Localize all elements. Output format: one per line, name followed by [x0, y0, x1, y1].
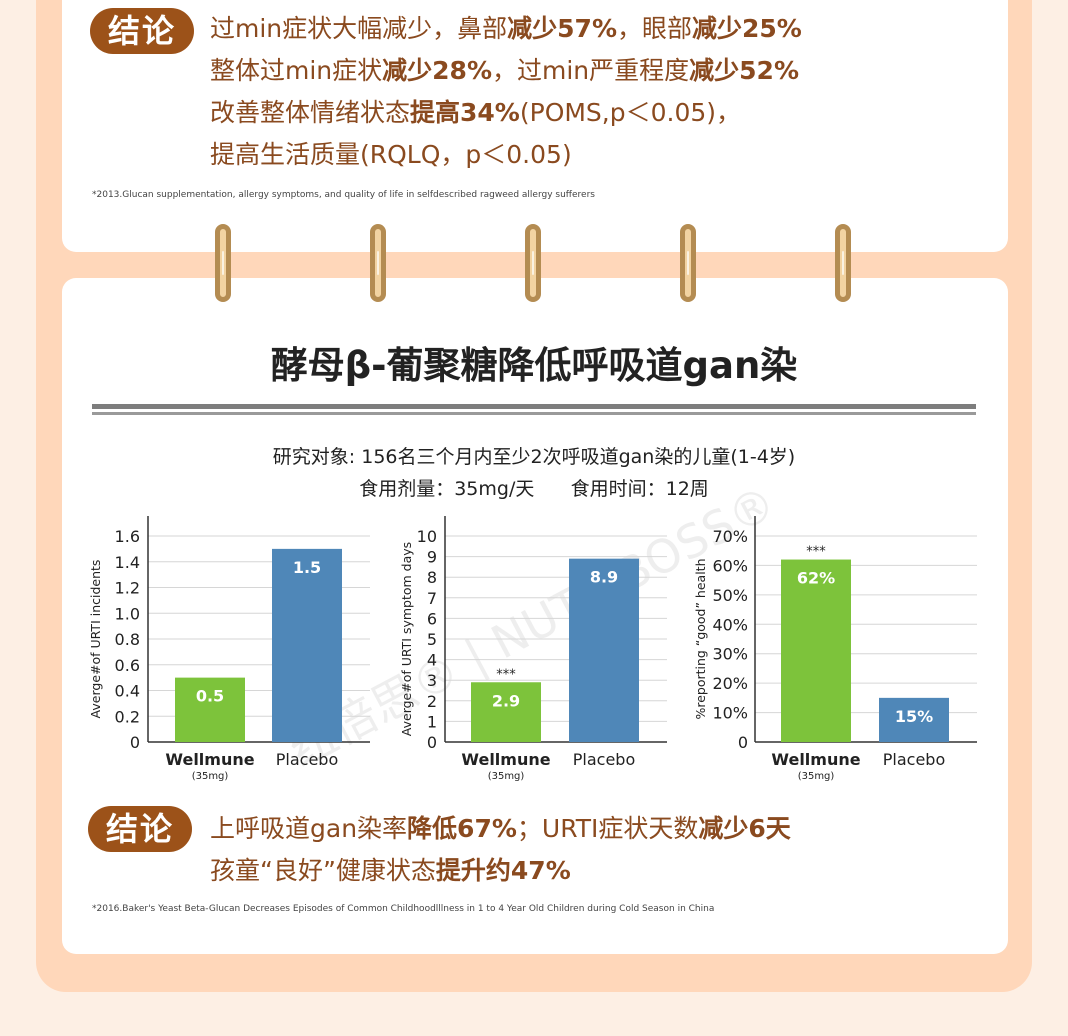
footnote-2016: *2016.Baker's Yeast Beta-Glucan Decrease… [92, 904, 715, 914]
binder-ring [215, 224, 231, 302]
divider [92, 404, 976, 409]
footnote-2013: *2013.Glucan supplementation, allergy sy… [92, 190, 595, 200]
binder-ring [680, 224, 696, 302]
highlight-stat: 提高34% [410, 98, 520, 127]
study-subject: 研究对象: 156名三个月内至少2次呼吸道gan染的儿童(1-4岁) [272, 446, 796, 468]
conclusion-text-urti: 上呼吸道gan染率降低67%；URTI症状天数减少6天 孩童“良好”健康状态提升约… [210, 808, 791, 892]
conclusion-segment: 孩童“良好”健康状态 [210, 856, 436, 885]
section-title: 酵母β-葡聚糖降低呼吸道gan染 [270, 344, 798, 387]
conclusion-line: 提高生活质量(RQLQ，p＜0.05) [210, 134, 802, 176]
conclusion-badge: 结论 [88, 806, 192, 852]
conclusion-segment: (POMS,p＜0.05)， [519, 98, 742, 127]
binder-ring [525, 224, 541, 302]
conclusion-segment: 提高生活质量(RQLQ，p＜0.05) [210, 140, 572, 169]
conclusion-line: 过min症状大幅减少，鼻部减少57%，眼部减少25% [210, 8, 802, 50]
conclusion-segment: 上呼吸道gan染率 [210, 814, 408, 843]
conclusion-line: 整体过min症状减少28%，过min严重程度减少52% [210, 50, 802, 92]
highlight-stat: 减少52% [689, 56, 799, 85]
study-dose: 食用剂量：35mg/天 食用时间：12周 [359, 478, 709, 500]
highlight-stat: 提升约47% [435, 856, 571, 885]
conclusion-segment: 改善整体情绪状态 [210, 98, 411, 127]
divider [92, 412, 976, 415]
highlight-stat: 减少6天 [698, 814, 791, 843]
conclusion-segment: 整体过min症状 [210, 56, 383, 85]
binder-ring [370, 224, 386, 302]
conclusion-segment: ，眼部 [617, 14, 693, 43]
conclusion-line: 上呼吸道gan染率降低67%；URTI症状天数减少6天 [210, 808, 791, 850]
conclusion-line: 孩童“良好”健康状态提升约47% [210, 850, 791, 892]
highlight-stat: 减少57% [507, 14, 617, 43]
highlight-stat: 减少25% [692, 14, 802, 43]
conclusion-badge: 结论 [90, 8, 194, 54]
conclusion-segment: 过min症状大幅减少，鼻部 [210, 14, 508, 43]
conclusion-segment: ，过min严重程度 [492, 56, 690, 85]
highlight-stat: 降低67% [407, 814, 517, 843]
conclusion-line: 改善整体情绪状态提高34%(POMS,p＜0.05)， [210, 92, 802, 134]
highlight-stat: 减少28% [382, 56, 492, 85]
conclusion-text-allergy: 过min症状大幅减少，鼻部减少57%，眼部减少25% 整体过min症状减少28%，… [210, 8, 802, 176]
conclusion-segment: ；URTI症状天数 [516, 814, 699, 843]
conclusion-card-allergy [62, 0, 1008, 252]
binder-ring [835, 224, 851, 302]
